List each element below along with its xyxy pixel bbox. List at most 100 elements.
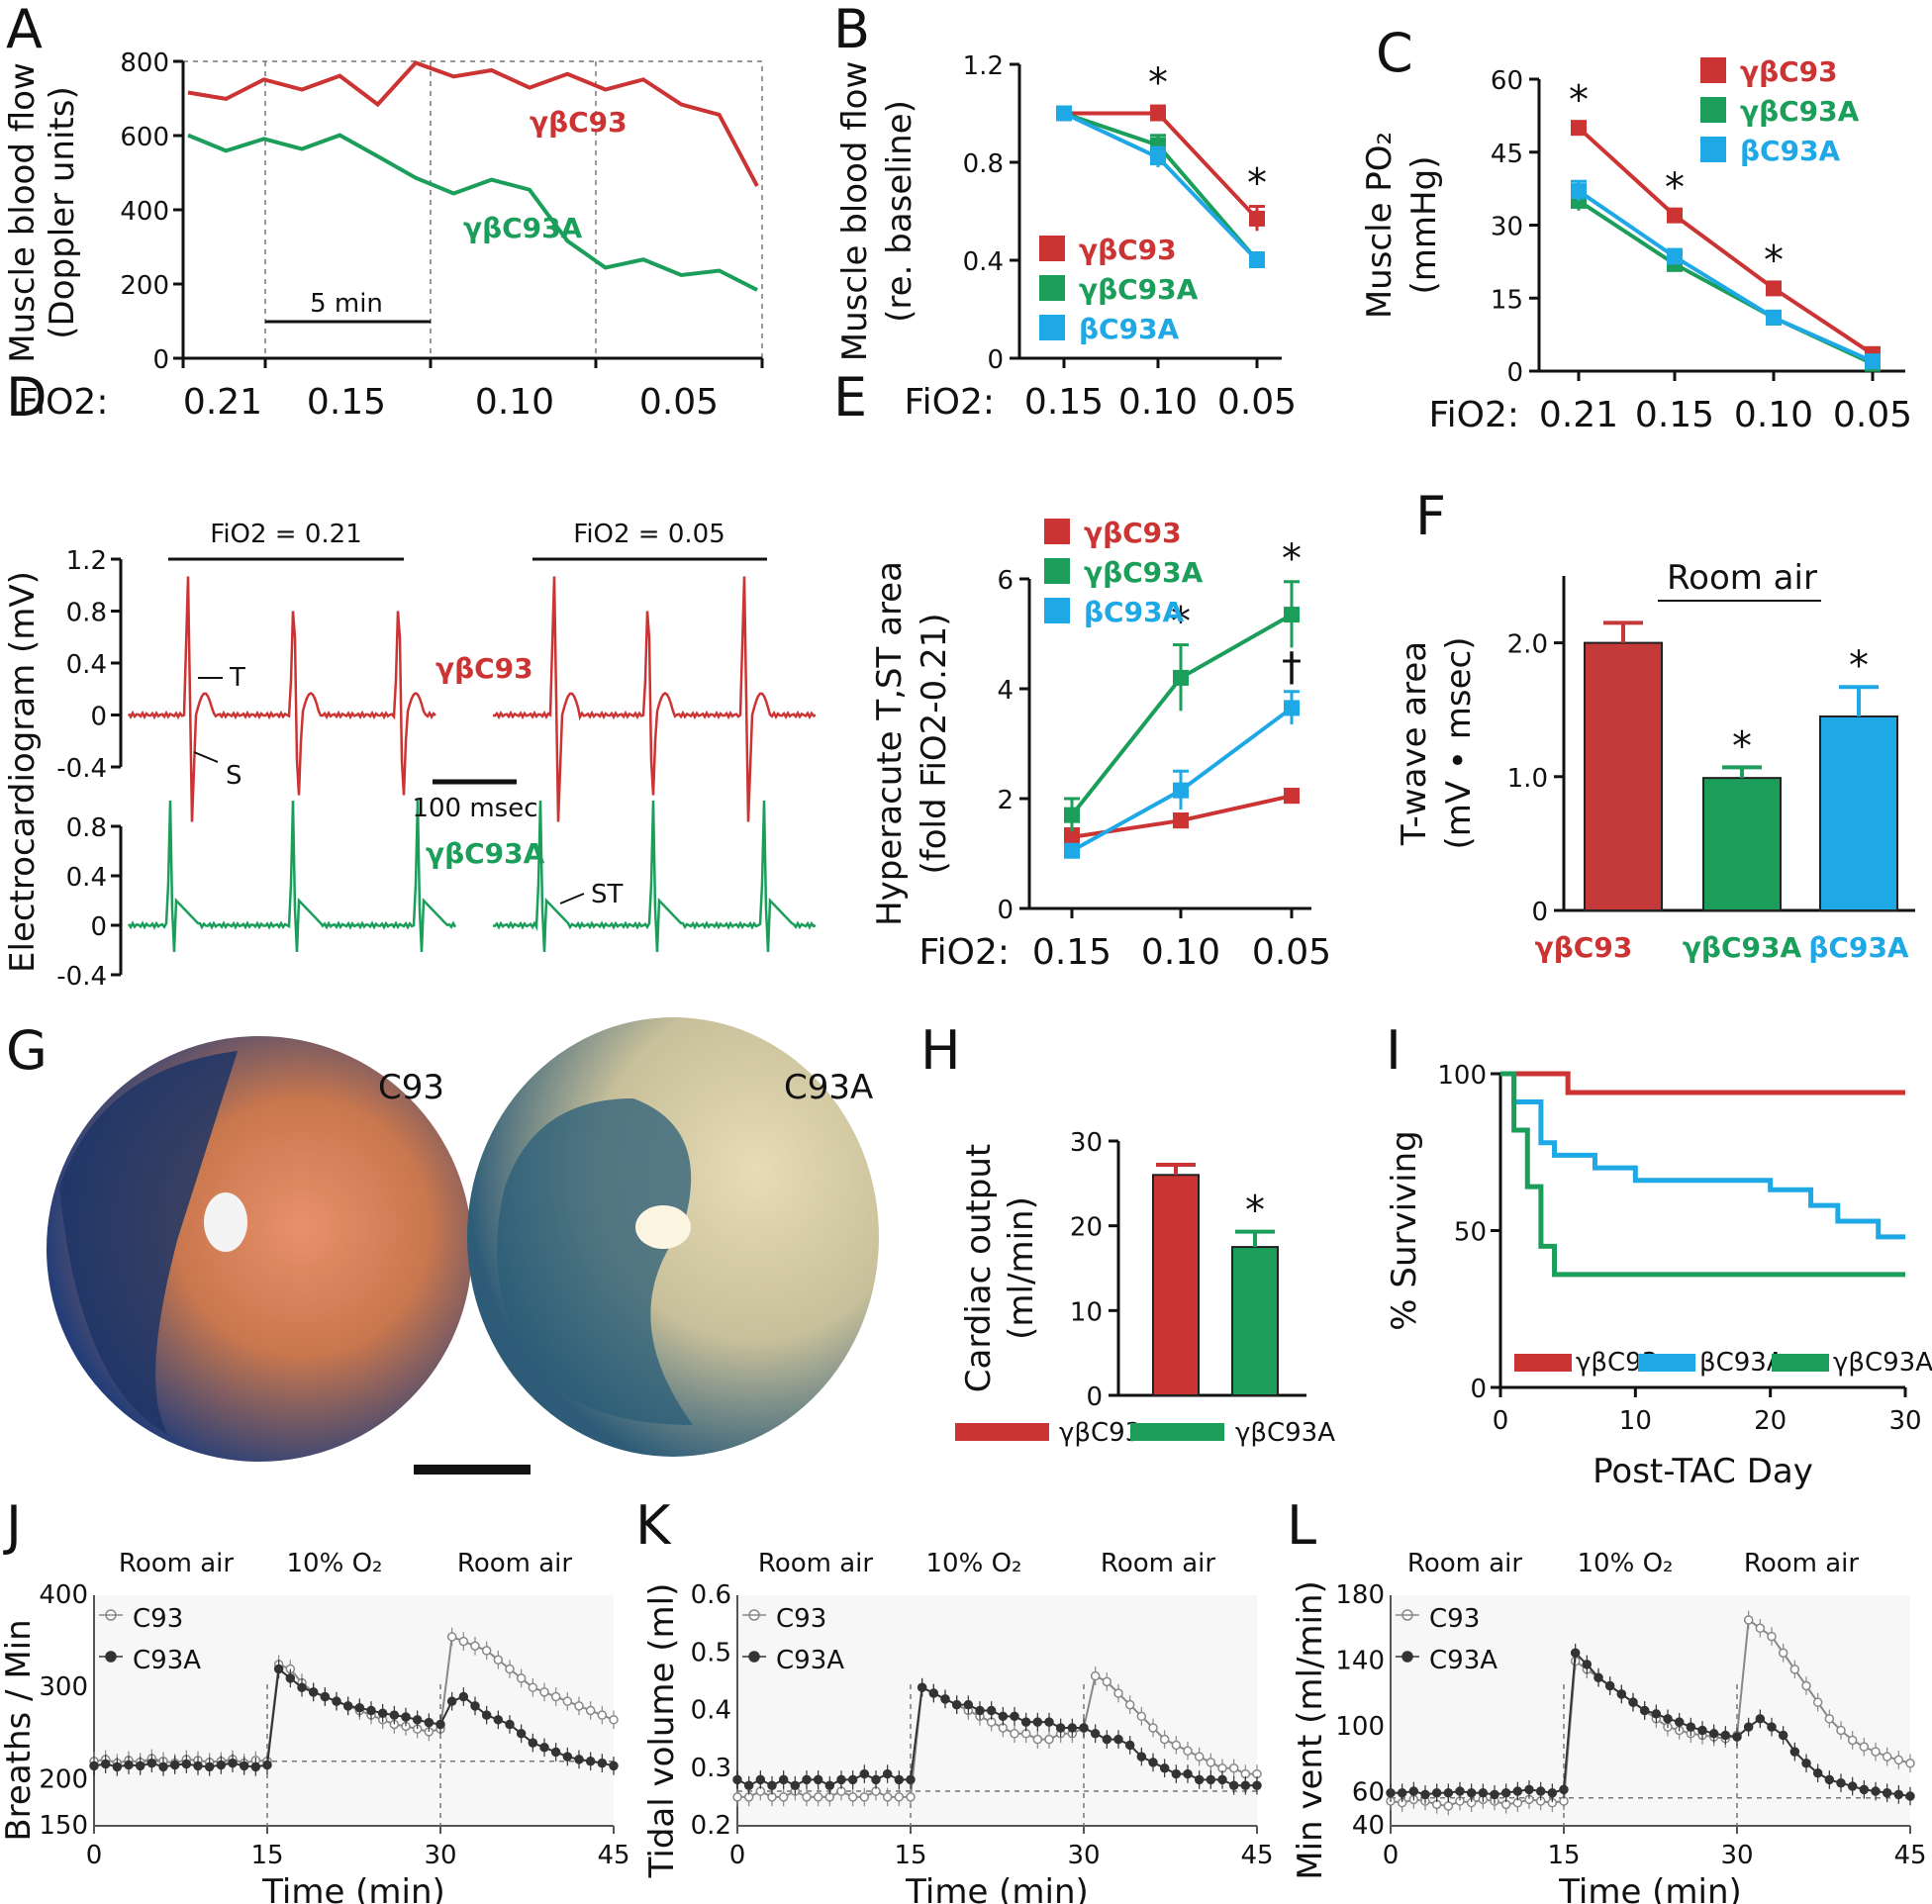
data-point-C93A — [239, 1761, 249, 1771]
legend-label: βC93A — [1079, 313, 1180, 345]
data-point-C93 — [609, 1715, 619, 1725]
x-tick-label: 0.15 — [1024, 382, 1104, 423]
y-axis-label: (fold FiO2-0.21) — [915, 613, 954, 874]
legend-label: γβC93 — [1079, 234, 1177, 266]
y-tick-label: 50 — [1454, 1218, 1487, 1248]
data-point-C93A — [871, 1774, 881, 1785]
data-point-C93A — [1767, 1722, 1777, 1732]
y-axis-label: % Surviving — [1385, 1130, 1424, 1331]
data-point-C93A — [1217, 1774, 1227, 1785]
data-point-βC93A — [1865, 353, 1881, 370]
y-tick-label: 600 — [120, 123, 169, 152]
panel-letter-g: G — [6, 1019, 48, 1082]
y-tick-label: 100 — [1335, 1712, 1385, 1742]
data-point-C93A — [1547, 1787, 1558, 1798]
x-tick-label: 20 — [1754, 1406, 1787, 1436]
data-point-C93A — [320, 1691, 331, 1702]
x-tick-label: 0 — [729, 1841, 746, 1870]
data-point-C93A — [1708, 1729, 1719, 1739]
phase-label: Room air — [758, 1549, 873, 1578]
y-tick-label: 30 — [1491, 213, 1523, 242]
data-point-C93A — [308, 1687, 319, 1697]
lumen-c93a — [635, 1205, 691, 1249]
data-point-C93 — [1010, 1729, 1019, 1739]
y-axis-label: Cardiac output — [959, 1144, 999, 1392]
y-tick-label: 0 — [1531, 898, 1548, 927]
series-line-γβC93 — [1577, 126, 1875, 356]
data-point-C93A — [1778, 1730, 1788, 1741]
data-point-C93 — [732, 1792, 742, 1802]
x-tick-label: 0.05 — [1833, 395, 1912, 435]
data-point-C93A — [1743, 1722, 1754, 1732]
data-point-βC93A — [1249, 252, 1265, 268]
data-point-C93A — [1466, 1787, 1477, 1798]
data-point-C93A — [481, 1710, 492, 1720]
ecg-trace-red — [492, 576, 817, 822]
data-point-C93A — [112, 1761, 123, 1772]
data-point-C93A — [1836, 1777, 1846, 1788]
y-tick-label: 0 — [90, 703, 107, 732]
data-point-C93A — [1847, 1781, 1858, 1791]
legend-swatch — [1514, 1354, 1572, 1372]
data-point-C93A — [986, 1705, 997, 1716]
y-tick-label: 10 — [1070, 1297, 1103, 1327]
y-axis-label: T-wave area — [1395, 641, 1434, 846]
data-point-C93A — [550, 1747, 561, 1758]
data-point-C93A — [169, 1760, 180, 1770]
data-point-C93A — [1067, 1723, 1078, 1733]
data-point-C93A — [882, 1768, 893, 1779]
phase-label: Room air — [1101, 1549, 1215, 1578]
data-point-C93A — [1420, 1789, 1430, 1800]
x-tick-label: 30 — [424, 1841, 456, 1870]
segment-label: FiO2 = 0.05 — [573, 520, 725, 549]
data-point-C93A — [1044, 1717, 1054, 1727]
lumen-c93 — [204, 1192, 247, 1252]
y-tick-label: 6 — [997, 566, 1014, 596]
legend-swatch — [1638, 1354, 1695, 1372]
y-tick-label: 1.0 — [1507, 764, 1548, 794]
data-point-C93A — [1732, 1732, 1742, 1742]
data-point-C93A — [1500, 1787, 1511, 1798]
y-tick-label: 0 — [997, 896, 1014, 925]
phase-label: Room air — [119, 1549, 234, 1578]
data-point-C93A — [1628, 1697, 1638, 1707]
panel-i: 0 50 100 0 10 20 30 % Surviving Post-TAC Day γβC9… — [1385, 1061, 1932, 1491]
panel-letter-k: K — [635, 1494, 672, 1557]
significance-marker: * — [1282, 536, 1302, 582]
data-point-C93A — [1812, 1767, 1823, 1778]
annotation-label: S — [226, 761, 242, 791]
data-point-C93 — [597, 1710, 608, 1720]
x-axis-label: Time (min) — [1558, 1872, 1742, 1904]
data-point-γβC93 — [1064, 828, 1080, 845]
data-point-C93A — [1020, 1717, 1031, 1727]
data-point-C93A — [574, 1755, 584, 1764]
data-point-C93 — [1893, 1755, 1904, 1765]
legend-swatch — [1039, 315, 1065, 340]
x-tick-label: 10 — [1619, 1406, 1652, 1436]
panel-f: 0 1.0 2.0 * * T-wave area (mV • msec) Room air γ… — [1395, 558, 1915, 964]
data-point-C93 — [859, 1792, 870, 1802]
x-tick-label: 45 — [1240, 1841, 1273, 1870]
x-tick-label: 0.15 — [1635, 395, 1714, 435]
data-point-C93A — [1010, 1711, 1019, 1722]
data-point-C93A — [446, 1696, 457, 1706]
data-point-C93 — [1882, 1752, 1892, 1761]
y-tick-label: 2.0 — [1507, 630, 1548, 660]
x-tick-label: 15 — [250, 1841, 283, 1870]
x-axis-label: Time (min) — [905, 1872, 1089, 1904]
y-tick-label: 200 — [39, 1764, 88, 1794]
ecg-trace-green — [492, 800, 817, 953]
data-point-C93 — [1113, 1688, 1123, 1698]
x-tick-label: 0.05 — [1217, 382, 1297, 423]
data-point-C93A — [597, 1758, 608, 1768]
plot-frame — [182, 60, 763, 359]
data-point-C93A — [228, 1758, 238, 1768]
y-tick-label: 150 — [39, 1811, 88, 1841]
y-tick-label: 0.6 — [691, 1580, 731, 1610]
y-axis-label: Min vent (ml/min) — [1291, 1580, 1330, 1880]
data-point-C93 — [1755, 1623, 1766, 1634]
y-tick-label: 180 — [1335, 1580, 1385, 1610]
data-point-C93 — [505, 1664, 515, 1674]
legend-swatch — [1039, 236, 1065, 261]
data-point-C93 — [906, 1792, 916, 1802]
